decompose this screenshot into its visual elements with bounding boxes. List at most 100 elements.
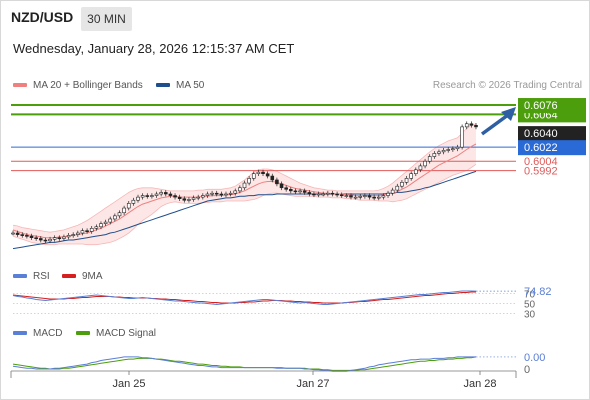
candle-body — [163, 192, 168, 195]
candle-body — [20, 234, 25, 236]
candle-body — [34, 237, 38, 240]
rsi-ref-label: 30 — [524, 310, 536, 321]
candle-body — [103, 221, 108, 224]
timeframe-badge[interactable]: 30 MIN — [81, 7, 132, 31]
candle-body — [279, 183, 284, 189]
candle-body — [469, 123, 474, 126]
candle-body — [372, 196, 376, 199]
candle-body — [140, 195, 145, 198]
candle-body — [464, 123, 469, 128]
candle-body — [52, 237, 57, 240]
candle-body — [381, 195, 386, 198]
candle-body — [330, 192, 335, 195]
bollinger-upper-line — [12, 123, 477, 233]
pair-title: NZD/USD — [11, 9, 74, 25]
candle-body — [363, 195, 367, 197]
legend-rsi-swatch — [13, 274, 27, 279]
candle-body — [113, 215, 117, 220]
candle-body — [219, 193, 224, 196]
candle-body — [159, 192, 163, 195]
candle-body — [326, 192, 330, 195]
legend-macd-swatch — [13, 331, 27, 336]
candle-body — [196, 196, 200, 199]
legend-macd-label: MACD — [33, 328, 63, 339]
candle-body — [154, 193, 159, 196]
legend-ma20-label: MA 20 + Bollinger Bands — [33, 80, 143, 91]
candle-body — [395, 185, 400, 191]
candle-body — [108, 218, 113, 223]
candle-body — [312, 193, 316, 196]
price-tag-pivot — [518, 140, 586, 156]
candle-body — [131, 199, 136, 204]
candle-body — [284, 187, 288, 190]
bollinger-lower-line — [12, 163, 477, 246]
x-axis-tick-label: Jan 27 — [296, 378, 329, 390]
candle-body — [400, 181, 404, 187]
price-tag-target — [518, 98, 586, 114]
candle-body — [427, 156, 432, 162]
candle-body — [94, 226, 99, 229]
candle-body — [136, 196, 140, 201]
candle-body — [85, 230, 89, 232]
candle-body — [117, 212, 122, 217]
candle-body — [460, 126, 464, 148]
macd-tick-label: 0 — [524, 364, 530, 376]
ma20-line — [12, 143, 477, 239]
legend-rsi: RSI — [13, 271, 50, 282]
timestamp: Wednesday, January 28, 2026 12:15:37 AM … — [13, 41, 295, 56]
price-tag-current — [518, 126, 586, 142]
price-label-target: 0.6076 — [524, 100, 558, 112]
candle-body — [335, 193, 339, 196]
legend-macd-signal-swatch — [76, 331, 90, 336]
candle-body — [66, 235, 71, 238]
x-axis-tick-label: Jan 25 — [112, 378, 145, 390]
legend-ma20-swatch — [13, 83, 27, 88]
candle-body — [228, 192, 233, 195]
candle-body — [414, 169, 418, 175]
macd-line — [12, 356, 476, 372]
macd-tick-label: 0.00 — [524, 352, 545, 364]
legend-rsi-ma: 9MA — [62, 271, 103, 282]
rsi-ref-label: 50 — [524, 300, 536, 311]
candle-body — [316, 193, 321, 196]
legend-ma50: MA 50 — [156, 80, 204, 91]
legend-ma50-swatch — [156, 83, 170, 88]
candle-body — [275, 179, 279, 185]
price-label-support: 0.6004 — [524, 156, 558, 168]
legend-ma20-bb: MA 20 + Bollinger Bands — [13, 80, 143, 91]
candle-body — [182, 198, 187, 201]
candle-body — [177, 196, 182, 199]
legend-ma50-label: MA 50 — [176, 80, 205, 91]
legend-macd: MACD — [13, 328, 62, 339]
candle-body — [474, 125, 478, 128]
candle-body — [288, 189, 293, 192]
candle-body — [418, 165, 423, 171]
candle-body — [99, 223, 103, 228]
candle-body — [122, 207, 126, 214]
candle-body — [238, 187, 242, 192]
candle-body — [261, 171, 265, 175]
candle-body — [15, 232, 20, 235]
ma50-line — [12, 170, 477, 250]
candle-body — [265, 173, 270, 177]
candle-body — [437, 151, 441, 154]
candle-body — [76, 232, 80, 235]
candle-body — [455, 146, 460, 150]
candle-body — [126, 203, 131, 209]
candle-body — [423, 160, 427, 167]
price-label-pivot: 0.6022 — [524, 142, 558, 154]
price-label-current: 0.6040 — [524, 128, 558, 140]
candle-body — [302, 190, 307, 193]
candle-body — [339, 194, 344, 197]
candle-body — [224, 193, 228, 196]
candle-body — [29, 235, 34, 239]
candle-body — [48, 238, 52, 242]
candle-body — [446, 149, 451, 151]
candle-body — [201, 195, 205, 198]
rsi-last-value: 74.82 — [524, 286, 552, 298]
candle-body — [71, 234, 75, 236]
candle-body — [214, 192, 219, 195]
candle-body — [25, 235, 29, 237]
legend-macd-signal: MACD Signal — [76, 328, 156, 339]
candle-body — [145, 195, 150, 197]
